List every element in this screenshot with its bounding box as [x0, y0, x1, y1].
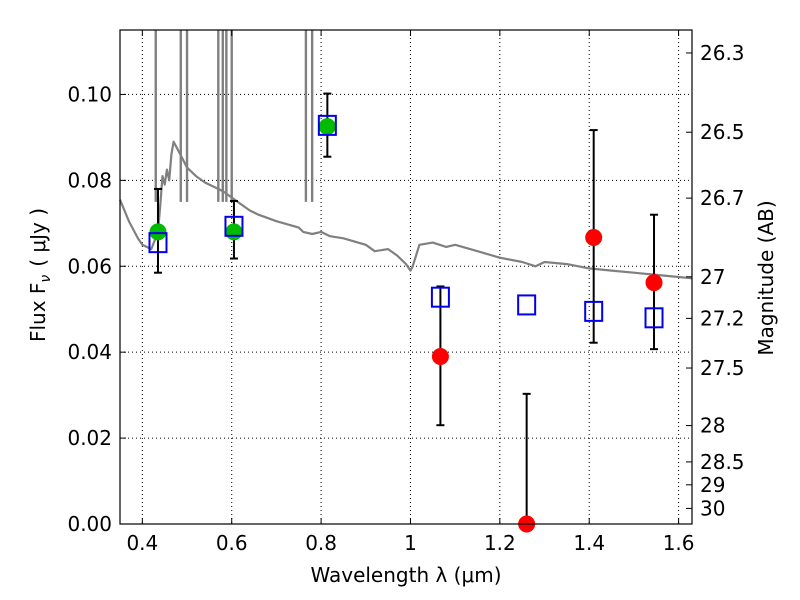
tick-labels: 0.4 0.6 0.8 1 1.2 1.4 1.6 0.00 0.02 0.04 0.06 0.08 0… — [67, 41, 744, 555]
right-tick-label: 26.7 — [700, 186, 745, 210]
green-point — [318, 118, 336, 136]
right-tick-label: 30 — [700, 496, 725, 520]
green-point — [149, 223, 167, 241]
right-tick-label: 27.5 — [700, 356, 745, 380]
right-tick-label: 26.3 — [700, 41, 745, 65]
green-point — [225, 223, 243, 241]
right-tick-label: 28 — [700, 414, 725, 438]
model-square — [224, 215, 244, 237]
right-axis-label: Magnitude (AB) — [754, 200, 778, 355]
right-tick-label: 27.2 — [700, 306, 745, 330]
model-square — [148, 232, 168, 254]
y-axis-label-sub: ν — [38, 275, 54, 283]
x-tick-label: 0.4 — [126, 531, 158, 555]
grid — [120, 30, 692, 525]
plot-frame — [119, 29, 693, 525]
x-tick-label: 1.6 — [663, 531, 695, 555]
y-axis-label-flux: Flux F — [26, 283, 50, 342]
svg-text:Flux Fν( μJy ): Flux Fν ( μJy ) — [26, 208, 54, 342]
model-square — [517, 294, 537, 316]
model-square — [644, 307, 664, 329]
ticks — [120, 30, 692, 525]
model-square — [430, 286, 450, 308]
error-bars — [153, 92, 659, 525]
y-axis-label-unit: ( μJy ) — [26, 208, 50, 267]
y-tick-label: 0.10 — [67, 82, 112, 106]
x-tick-label: 1 — [404, 531, 417, 555]
right-tick-label: 26.5 — [700, 120, 745, 144]
model-spectrum — [118, 30, 693, 280]
model-square — [317, 114, 337, 136]
x-tick-label: 0.8 — [305, 531, 337, 555]
y-tick-label: 0.04 — [67, 340, 112, 364]
y-tick-label: 0.00 — [67, 512, 112, 536]
x-tick-label: 1.4 — [573, 531, 605, 555]
data-markers — [148, 114, 664, 533]
red-point — [645, 274, 663, 292]
red-point — [585, 228, 603, 246]
x-tick-label: 0.6 — [216, 531, 248, 555]
y-tick-label: 0.02 — [67, 426, 112, 450]
y-axis-label: Flux Fν ( μJy ) — [26, 208, 54, 342]
x-axis-label: Wavelength λ (μm) — [310, 563, 501, 587]
right-tick-label: 29 — [700, 473, 725, 497]
right-tick-label: 28.5 — [700, 450, 745, 474]
spectrum-line — [118, 140, 693, 280]
model-square — [584, 300, 604, 322]
y-tick-label: 0.08 — [67, 168, 112, 192]
y-tick-label: 0.06 — [67, 254, 112, 278]
right-tick-label: 27 — [700, 265, 725, 289]
red-point — [431, 347, 449, 365]
x-tick-label: 1.2 — [484, 531, 516, 555]
